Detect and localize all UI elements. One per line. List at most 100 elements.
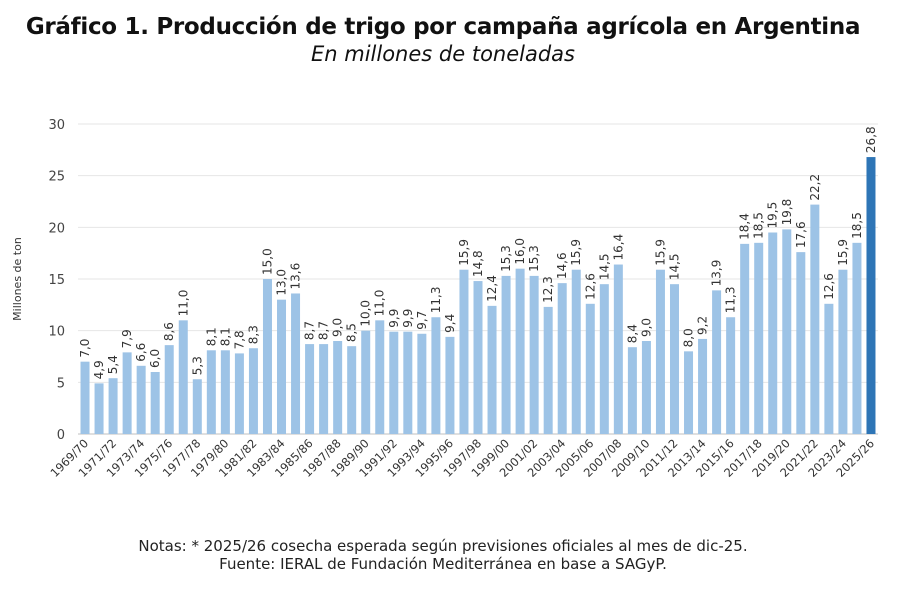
y-axis-label: Millones de ton [11,237,24,321]
data-label: 7,0 [78,339,92,358]
data-label: 15,9 [836,239,850,266]
bar [94,383,104,434]
y-tick-label: 20 [48,221,65,236]
source-line: Fuente: IERAL de Fundación Mediterránea … [219,555,667,573]
data-label: 9,7 [415,311,429,330]
bar [501,275,511,434]
bar [585,303,595,434]
bar [122,352,132,434]
data-label: 14,8 [471,250,485,277]
data-label: 13,0 [275,269,289,296]
data-label: 12,4 [485,275,499,302]
bar [220,350,230,434]
data-label: 7,9 [120,329,134,348]
data-label: 15,9 [653,239,667,266]
data-label: 15,3 [499,245,513,272]
bar [852,242,862,434]
bar [627,347,637,434]
bar [248,348,258,434]
bar [164,345,174,434]
bar [178,320,188,434]
data-label: 16,4 [611,234,625,261]
bar [445,336,455,434]
bar [669,284,679,434]
data-label: 18,5 [850,212,864,239]
data-label: 14,6 [555,252,569,279]
data-label: 11,0 [176,290,190,317]
bar [333,341,343,434]
bar [291,293,301,434]
bar [655,269,665,434]
y-tick-label: 15 [48,273,65,288]
data-label: 19,5 [766,202,780,229]
bar [712,290,722,434]
data-label: 8,6 [162,322,176,341]
bar [726,317,736,434]
bar [431,317,441,434]
data-label: 8,3 [246,325,260,344]
bar [80,361,90,434]
data-label: 11,0 [373,290,387,317]
data-label: 11,3 [724,287,738,314]
data-label: 9,9 [387,309,401,328]
bar [613,264,623,434]
bar [557,283,567,434]
data-label: 16,0 [513,238,527,265]
data-label: 17,6 [794,221,808,248]
bar [684,351,694,434]
data-label: 4,9 [92,360,106,379]
bar [740,243,750,434]
bar [599,284,609,434]
y-tick-label: 10 [48,325,65,340]
data-label: 9,0 [639,318,653,337]
bar [515,268,525,434]
bar [108,378,118,434]
bar [347,346,357,434]
y-tick-label: 25 [48,170,65,185]
bar [375,320,385,434]
data-label: 13,9 [710,260,724,287]
data-label: 9,4 [443,314,457,333]
data-label: 12,6 [583,273,597,300]
data-label: 8,0 [682,328,696,347]
data-label: 19,8 [780,199,794,226]
y-tick-label: 30 [48,118,65,133]
data-label: 22,2 [808,174,822,201]
data-label: 9,0 [331,318,345,337]
chart-title: Gráfico 1. Producción de trigo por campa… [25,14,861,40]
data-label: 13,6 [289,263,303,290]
bar [459,269,469,434]
notes-line: Notas: * 2025/26 cosecha esperada según … [138,537,748,555]
data-label: 15,9 [457,239,471,266]
data-label: 8,7 [317,321,331,340]
data-label: 8,7 [303,321,317,340]
data-label: 15,0 [260,248,274,275]
data-label: 8,1 [218,327,232,346]
bar [136,365,146,434]
bar [810,204,820,434]
data-label: 15,3 [527,245,541,272]
bar [150,372,160,434]
data-label: 18,5 [752,212,766,239]
bar [571,269,581,434]
data-label: 12,6 [822,273,836,300]
bar [641,341,651,434]
bar [277,299,287,434]
data-label: 8,4 [625,324,639,343]
bar [824,303,834,434]
y-tick-label: 0 [57,428,65,443]
data-label: 18,4 [738,213,752,240]
data-label: 10,0 [359,300,373,327]
data-label: 9,2 [696,316,710,335]
bar [206,350,216,434]
data-label: 5,4 [106,355,120,374]
bar [192,379,202,434]
bar [361,330,371,434]
bar [389,331,399,434]
data-label: 11,3 [429,287,443,314]
bar [866,157,876,435]
bar [754,242,764,434]
bar [417,333,427,434]
data-label: 6,0 [148,349,162,368]
